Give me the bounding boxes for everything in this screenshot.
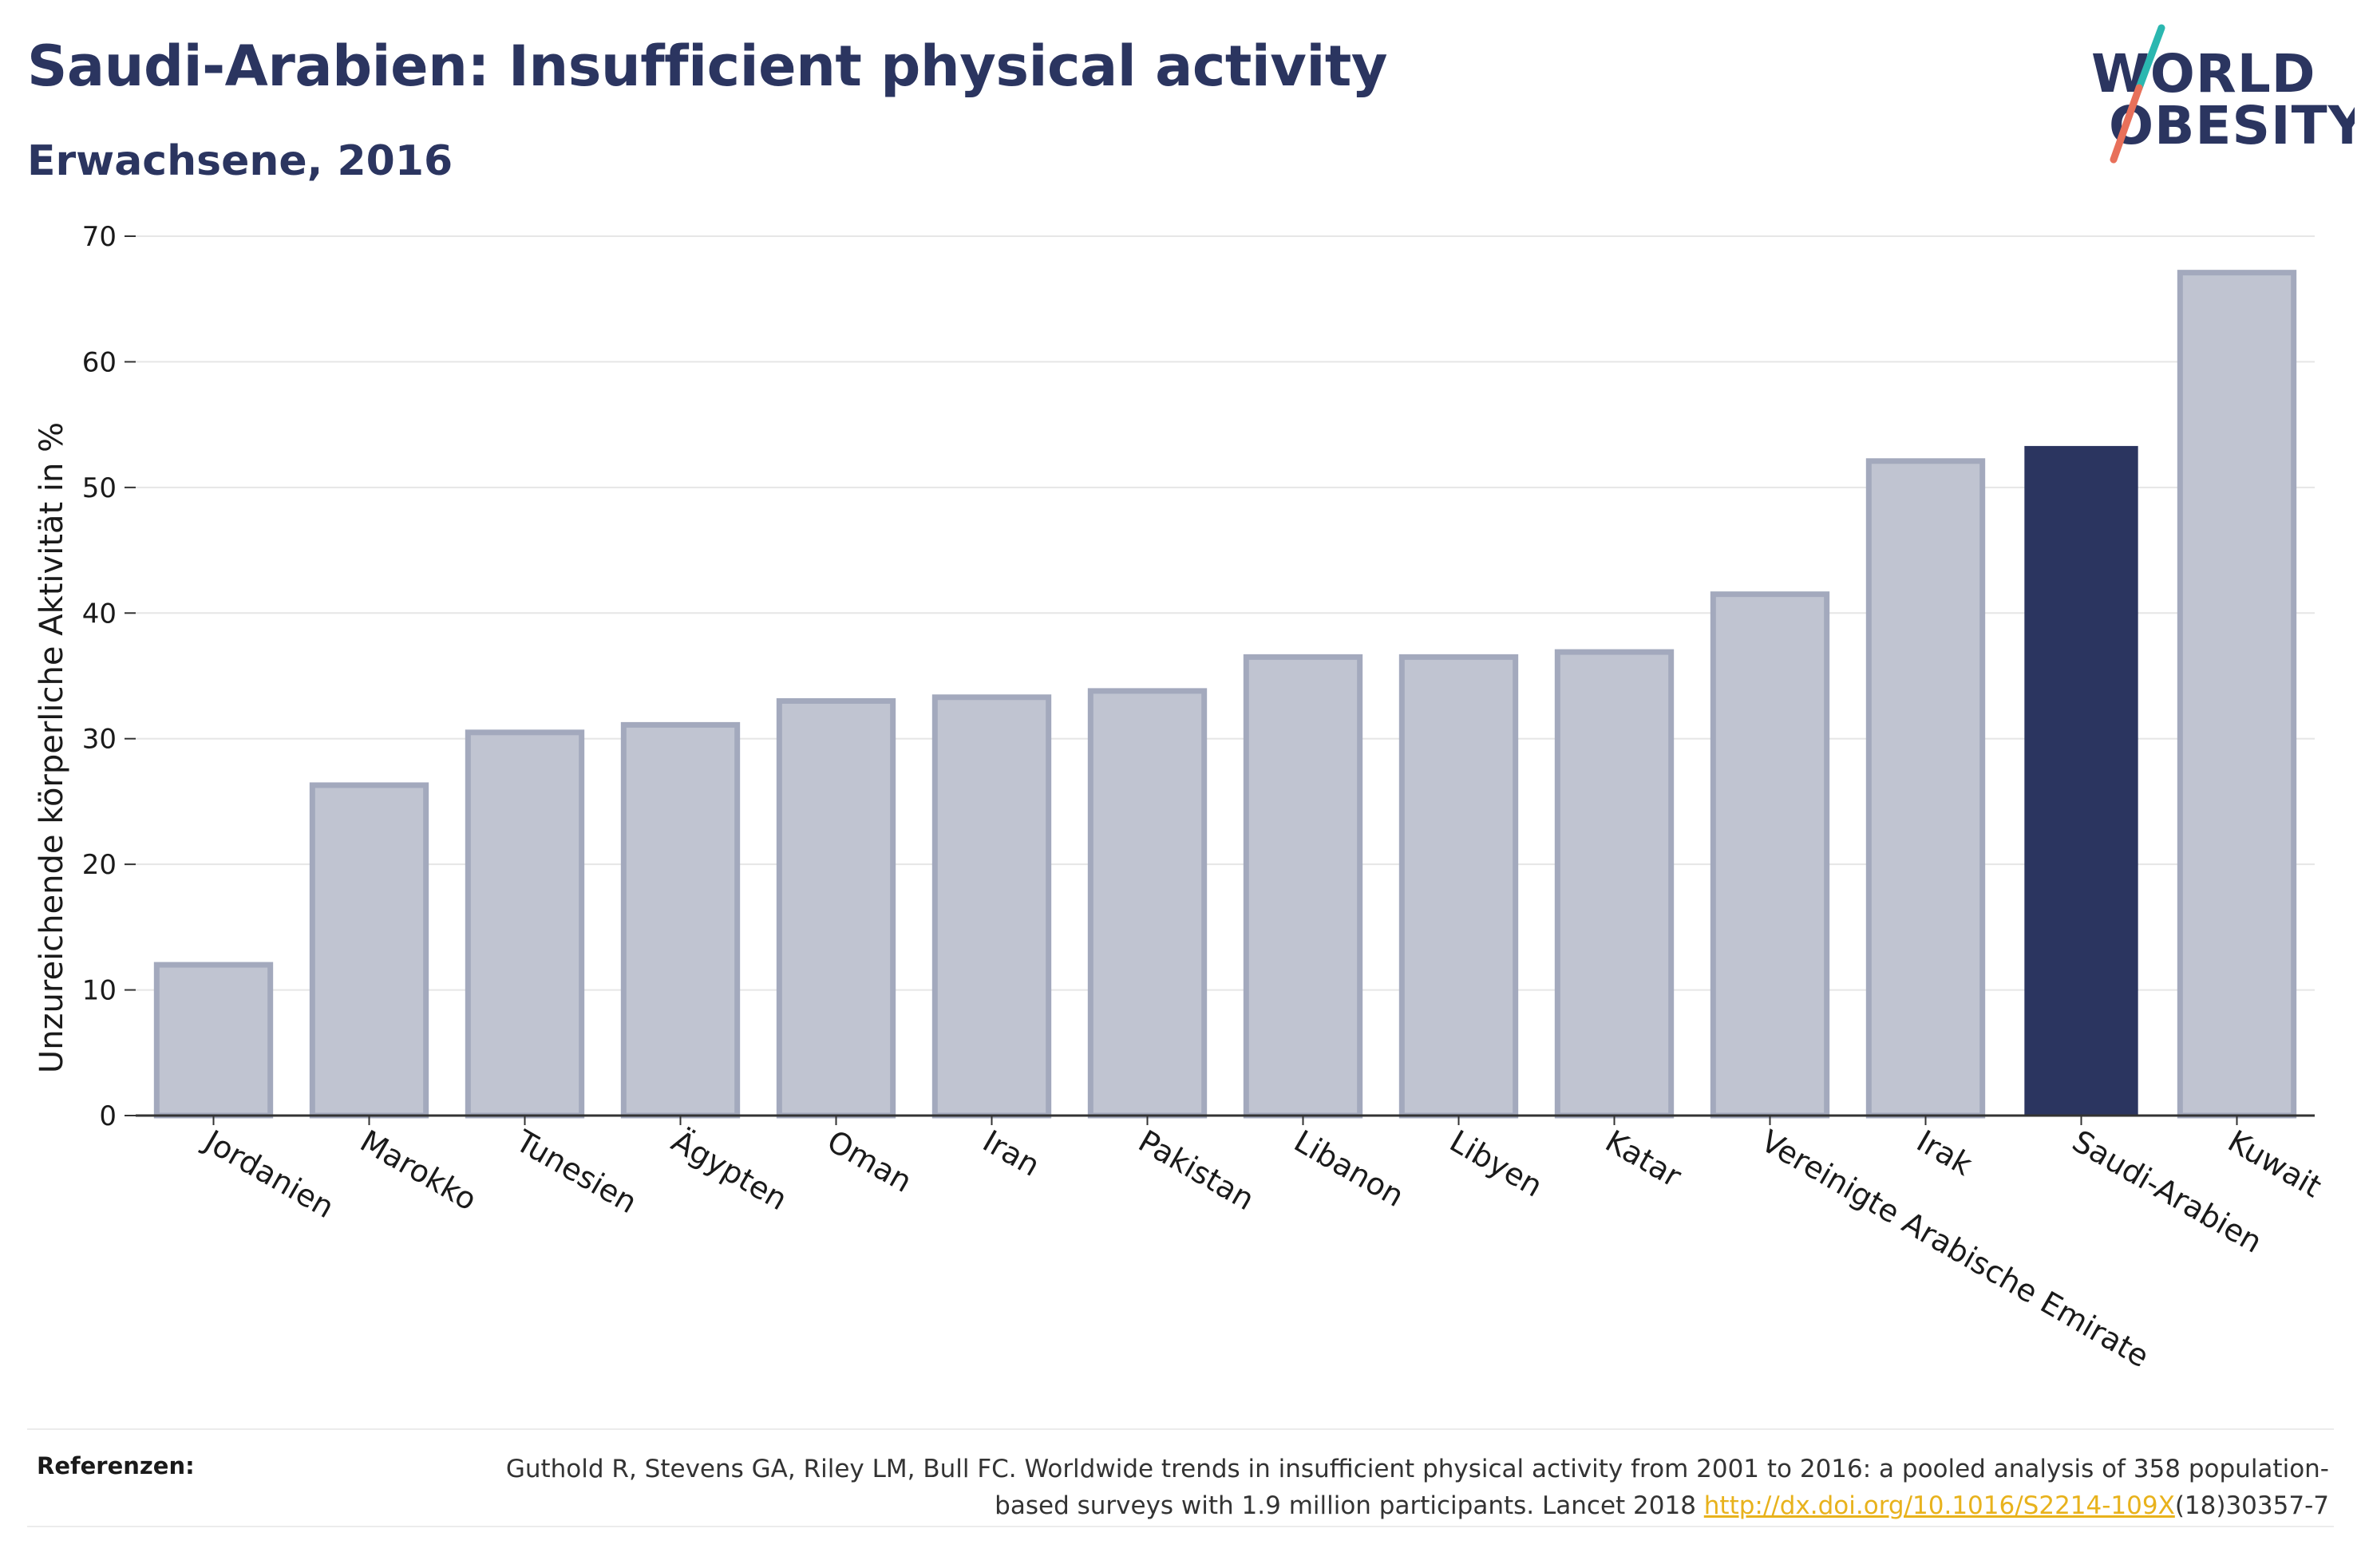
bar-jordanien[interactable]: [153, 962, 274, 1119]
y-tick-label: 40: [82, 598, 117, 630]
logo-slash-bottom: [2110, 84, 2143, 164]
bar-kuwait[interactable]: [2177, 270, 2297, 1119]
x-tick-label: Marokko: [354, 1124, 483, 1218]
references-citation-suffix: (18)30357-7: [2174, 1491, 2329, 1520]
references-label: Referenzen:: [37, 1452, 195, 1479]
y-tick-label: 50: [82, 472, 117, 504]
logo-line-1: WORLD: [2091, 43, 2316, 105]
references-citation: Guthold R, Stevens GA, Riley LM, Bull FC…: [505, 1455, 2329, 1520]
bar-libanon[interactable]: [1243, 654, 1363, 1119]
x-tick-label: Katar: [1600, 1124, 1687, 1195]
y-axis-label: Unzureichende körperliche Aktivität in %: [34, 422, 70, 1073]
x-tick-label: Libanon: [1288, 1124, 1410, 1214]
logo-slash-top: [2135, 24, 2165, 92]
references-text: Guthold R, Stevens GA, Riley LM, Bull FC…: [493, 1451, 2329, 1524]
axes: [125, 235, 2315, 1125]
y-tick-label: 70: [82, 221, 117, 253]
x-tick-label: Libyen: [1444, 1124, 1548, 1204]
bar-iran[interactable]: [931, 694, 1052, 1119]
bar-oman[interactable]: [776, 697, 896, 1119]
bar-ägypten[interactable]: [620, 721, 741, 1119]
bar-libyen[interactable]: [1398, 654, 1519, 1119]
y-tick-label: 0: [99, 1100, 117, 1132]
bar-saudi-arabien[interactable]: [2024, 445, 2138, 1116]
x-tick-label: Tunesien: [509, 1123, 643, 1220]
logo-line-2: OBESITY: [2109, 95, 2355, 156]
bar-katar[interactable]: [1554, 649, 1675, 1119]
x-tick-label: Jordanien: [197, 1123, 340, 1226]
x-tick-label: Oman: [821, 1124, 918, 1199]
footer-rule-bottom: [27, 1526, 2334, 1527]
bar-tunesien[interactable]: [465, 729, 585, 1119]
world-obesity-logo: WORLD OBESITY: [2091, 24, 2355, 164]
bar-pakistan[interactable]: [1087, 688, 1208, 1119]
references-doi-link[interactable]: http://dx.doi.org/10.1016/S2214-109X: [1703, 1491, 2175, 1520]
bar-vereinigte-arabische-emirate[interactable]: [1710, 591, 1830, 1119]
x-tick-label: Kuwait: [2222, 1124, 2327, 1205]
x-tick-label: Pakistan: [1133, 1124, 1260, 1218]
y-tick-label: 60: [82, 346, 117, 378]
bar-irak[interactable]: [1865, 458, 1986, 1119]
y-tick-label: 10: [82, 975, 117, 1007]
chart-title: Saudi-Arabien: Insufficient physical act…: [27, 34, 1387, 99]
bars: [153, 270, 2297, 1119]
x-tick-label: Iran: [977, 1124, 1046, 1183]
footer-rule-top: [27, 1428, 2334, 1430]
x-tick-label: Irak: [1911, 1124, 1978, 1183]
y-tick-label: 20: [82, 849, 117, 881]
y-tick-label: 30: [82, 724, 117, 756]
gridlines: [136, 235, 2315, 991]
bar-marokko[interactable]: [309, 782, 429, 1119]
chart-subtitle: Erwachsene, 2016: [27, 137, 453, 185]
x-tick-label: Ägypten: [666, 1124, 793, 1218]
